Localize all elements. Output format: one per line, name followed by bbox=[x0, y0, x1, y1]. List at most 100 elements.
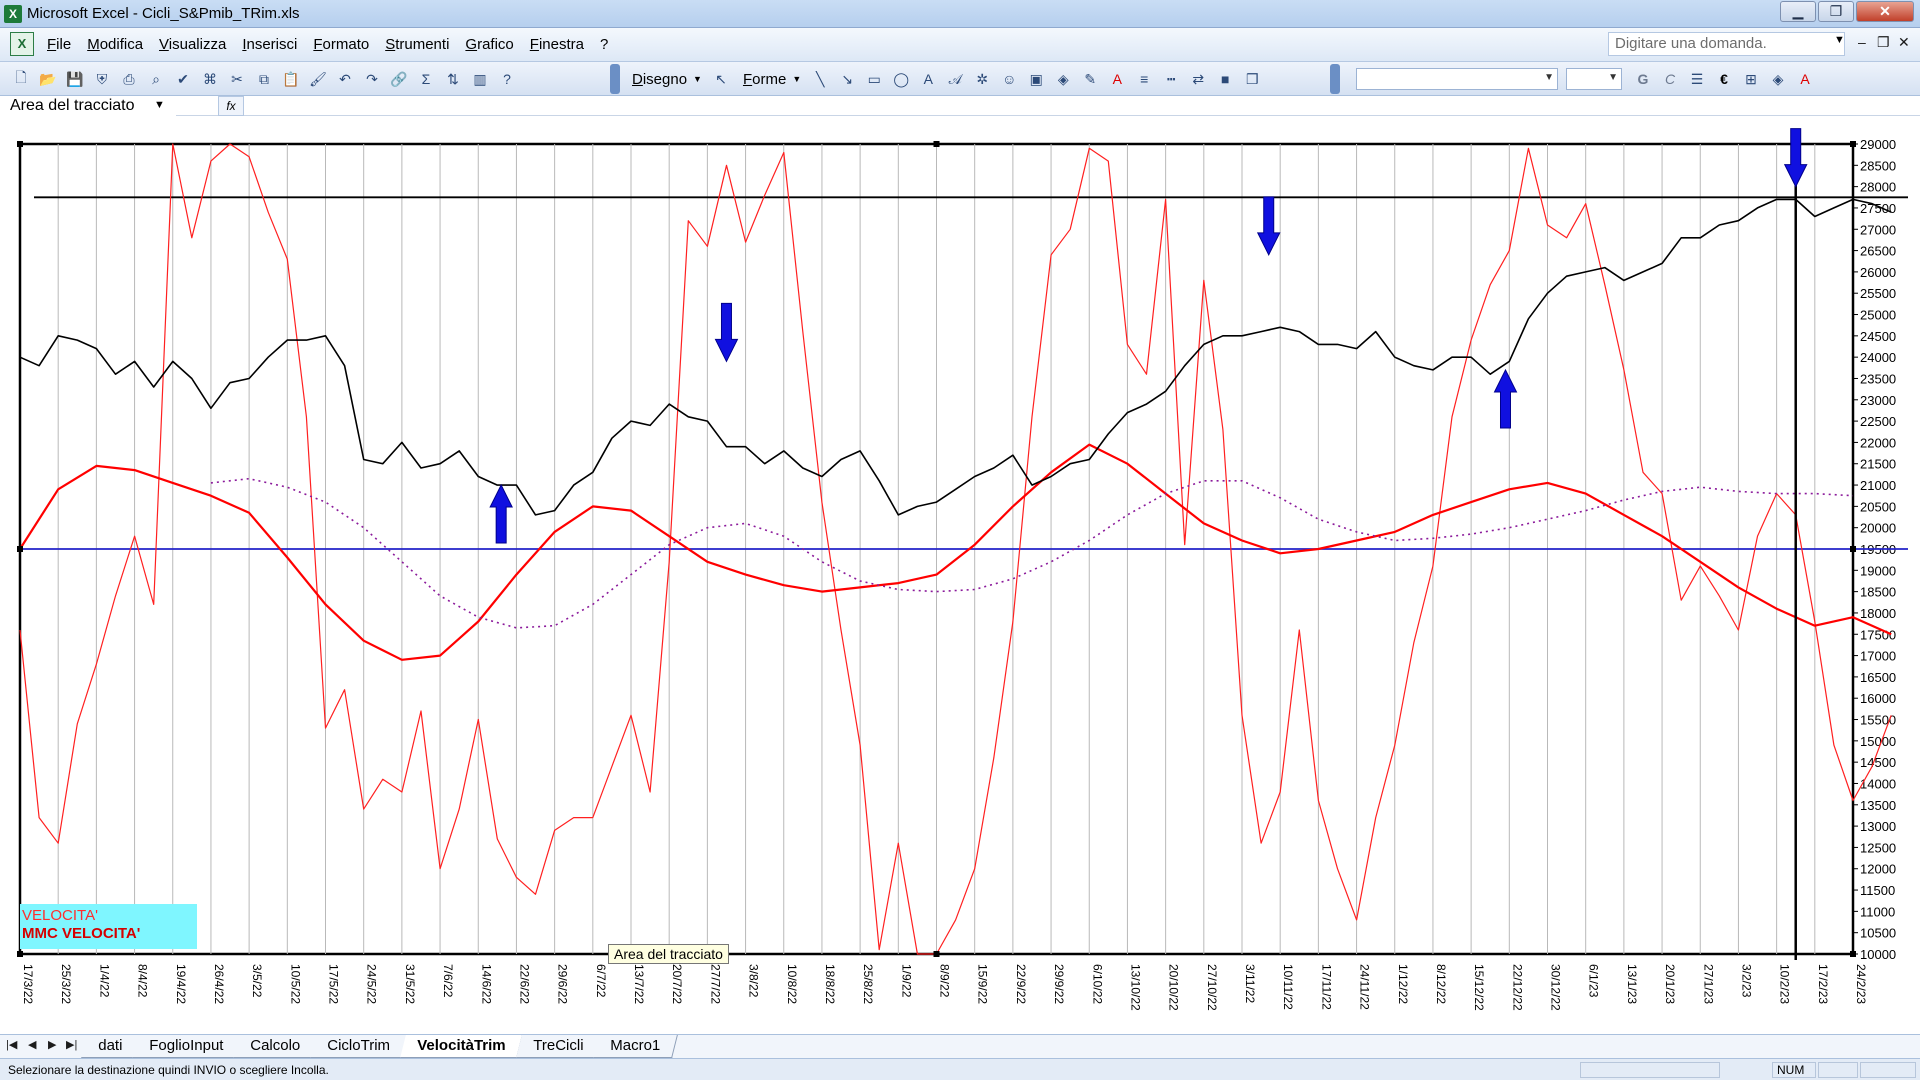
y-tick-label: 27500 bbox=[1860, 201, 1896, 216]
x-tick-label: 13/7/22 bbox=[632, 964, 646, 1004]
minimize-button[interactable]: ▁ bbox=[1780, 1, 1816, 22]
x-tick-label: 1/9/22 bbox=[899, 964, 913, 998]
menu-grafico[interactable]: Grafico bbox=[465, 36, 514, 53]
paste-icon[interactable]: 📋 bbox=[282, 70, 300, 87]
chevron-down-icon[interactable]: ▼ bbox=[154, 99, 165, 111]
redo-icon[interactable]: ↷ bbox=[366, 70, 378, 87]
rectangle-icon[interactable]: ▭ bbox=[867, 70, 881, 87]
x-tick-label: 27/1/23 bbox=[1701, 964, 1715, 1004]
toolbar-grip[interactable] bbox=[610, 64, 620, 94]
fill-color-icon[interactable]: ◈ bbox=[1772, 70, 1784, 87]
menu-strumenti[interactable]: Strumenti bbox=[385, 36, 450, 53]
3d-icon[interactable]: ❒ bbox=[1245, 70, 1259, 87]
tab-ciclotrim[interactable]: CicloTrim bbox=[310, 1035, 409, 1058]
menu-help[interactable]: ? bbox=[599, 36, 609, 53]
doc-restore-icon[interactable]: ❐ bbox=[1877, 34, 1890, 50]
undo-icon[interactable]: ↶ bbox=[339, 70, 351, 87]
align-icon[interactable]: ☰ bbox=[1690, 70, 1704, 87]
font-color-icon[interactable]: A bbox=[1112, 71, 1122, 87]
shadow-icon[interactable]: ■ bbox=[1221, 71, 1230, 87]
bold-button[interactable]: G bbox=[1637, 71, 1649, 87]
permission-icon[interactable]: ⛨ bbox=[96, 70, 108, 87]
restore-button[interactable]: ❐ bbox=[1818, 1, 1854, 22]
y-tick-label: 18000 bbox=[1860, 606, 1896, 621]
menu-file[interactable]: File bbox=[47, 36, 72, 53]
tab-macro1[interactable]: Macro1 bbox=[593, 1035, 678, 1058]
doc-minimize-icon[interactable]: ‒ bbox=[1858, 34, 1866, 50]
selection-handle bbox=[17, 141, 23, 147]
diagram-icon[interactable]: ✲ bbox=[976, 70, 989, 87]
font-size-combo[interactable]: ▼ bbox=[1566, 68, 1622, 90]
chart-svg[interactable]: 17/3/22 25/3/22 1/4/22 8/4/22 19/4/22 26/4/22… bbox=[0, 116, 1920, 1034]
toolbar-grip[interactable] bbox=[1330, 64, 1340, 94]
currency-button[interactable]: € bbox=[1720, 71, 1728, 87]
select-pointer-icon[interactable]: ↖ bbox=[715, 70, 727, 87]
x-tick-label: 6/1/23 bbox=[1587, 964, 1601, 998]
textbox-icon[interactable]: A bbox=[923, 71, 933, 87]
borders-icon[interactable]: ⊞ bbox=[1745, 70, 1757, 87]
italic-button[interactable]: C bbox=[1664, 71, 1676, 87]
y-tick-label: 16000 bbox=[1860, 691, 1896, 706]
cut-icon[interactable]: ✂ bbox=[231, 70, 243, 87]
font-name-combo[interactable]: ▼ bbox=[1356, 68, 1558, 90]
help-icon[interactable]: ? bbox=[503, 71, 511, 87]
workbook-icon[interactable]: X bbox=[10, 32, 34, 56]
spelling-icon[interactable]: ✔ bbox=[177, 70, 189, 87]
open-icon[interactable]: 📂 bbox=[39, 70, 57, 87]
name-box[interactable]: Area del tracciato bbox=[0, 96, 176, 116]
arrow-style-icon[interactable]: ⇄ bbox=[1192, 70, 1205, 87]
picture-icon[interactable]: ▣ bbox=[1029, 70, 1043, 87]
tab-velocitatrim[interactable]: VelocitàTrim bbox=[400, 1035, 524, 1058]
legend[interactable]: VELOCITA' MMC VELOCITA' bbox=[20, 904, 197, 949]
tab-calcolo[interactable]: Calcolo bbox=[233, 1035, 319, 1058]
y-tick-label: 22000 bbox=[1860, 435, 1896, 450]
sort-icon[interactable]: ⇅ bbox=[447, 70, 459, 87]
tab-dati[interactable]: dati bbox=[81, 1035, 141, 1058]
first-sheet-icon[interactable]: |◀ bbox=[6, 1039, 18, 1051]
menu-finestra[interactable]: Finestra bbox=[529, 36, 584, 53]
fill-color-icon[interactable]: ◈ bbox=[1057, 70, 1069, 87]
tab-foglioinput[interactable]: FoglioInput bbox=[132, 1035, 242, 1058]
save-icon[interactable]: 💾 bbox=[66, 70, 84, 87]
print-icon[interactable]: ⎙ bbox=[123, 70, 135, 87]
print-preview-icon[interactable]: ⌕ bbox=[152, 70, 160, 87]
arrow-icon[interactable]: ↘ bbox=[841, 70, 854, 87]
last-sheet-icon[interactable]: ▶| bbox=[66, 1039, 78, 1051]
new-icon[interactable]: 🗋 bbox=[15, 69, 27, 85]
help-search-input[interactable]: Digitare una domanda. bbox=[1608, 32, 1845, 56]
function-icon[interactable]: fx bbox=[218, 96, 244, 116]
line-icon[interactable]: ╲ bbox=[816, 70, 825, 87]
hyperlink-icon[interactable]: 🔗 bbox=[390, 70, 408, 87]
tab-trecicli[interactable]: TreCicli bbox=[515, 1035, 601, 1058]
close-button[interactable]: ✕ bbox=[1856, 1, 1914, 22]
autosum-icon[interactable]: Σ bbox=[421, 71, 431, 87]
next-sheet-icon[interactable]: ▶ bbox=[48, 1039, 57, 1051]
menu-inserisci[interactable]: Inserisci bbox=[242, 36, 298, 53]
chevron-down-icon[interactable]: ▼ bbox=[1834, 34, 1845, 46]
line-style-icon[interactable]: ≡ bbox=[1140, 71, 1149, 87]
copy-icon[interactable]: ⧉ bbox=[259, 70, 269, 87]
dash-style-icon[interactable]: ┅ bbox=[1167, 70, 1176, 87]
wordart-icon[interactable]: 𝒜 bbox=[948, 70, 962, 87]
y-tick-label: 28500 bbox=[1860, 158, 1896, 173]
prev-sheet-icon[interactable]: ◀ bbox=[28, 1039, 37, 1051]
doc-close-icon[interactable]: ✕ bbox=[1898, 34, 1910, 50]
menu-formato[interactable]: Formato bbox=[313, 36, 370, 53]
chart-wizard-icon[interactable]: ▥ bbox=[473, 70, 487, 87]
clipart-icon[interactable]: ☺ bbox=[1002, 71, 1017, 87]
arrow-up-icon bbox=[489, 483, 513, 544]
font-color-icon[interactable]: A bbox=[1800, 71, 1810, 87]
y-tick-label: 21000 bbox=[1860, 478, 1896, 493]
y-tick-label: 13000 bbox=[1860, 819, 1896, 834]
format-painter-icon[interactable]: 🖌 bbox=[309, 70, 327, 87]
research-icon[interactable]: ⌘ bbox=[203, 70, 217, 87]
oval-icon[interactable]: ◯ bbox=[893, 70, 910, 87]
chart-sheet[interactable]: 17/3/22 25/3/22 1/4/22 8/4/22 19/4/22 26/4/22… bbox=[0, 116, 1920, 1034]
menu-modifica[interactable]: Modifica bbox=[87, 36, 144, 53]
excel-icon[interactable]: X bbox=[4, 5, 22, 23]
line-color-icon[interactable]: ✎ bbox=[1084, 70, 1097, 87]
menu-visualizza[interactable]: Visualizza bbox=[159, 36, 227, 53]
shapes-menu[interactable]: Forme bbox=[742, 70, 787, 88]
x-tick-label: 15/12/22 bbox=[1472, 964, 1486, 1011]
draw-menu[interactable]: Disegno bbox=[632, 70, 688, 88]
